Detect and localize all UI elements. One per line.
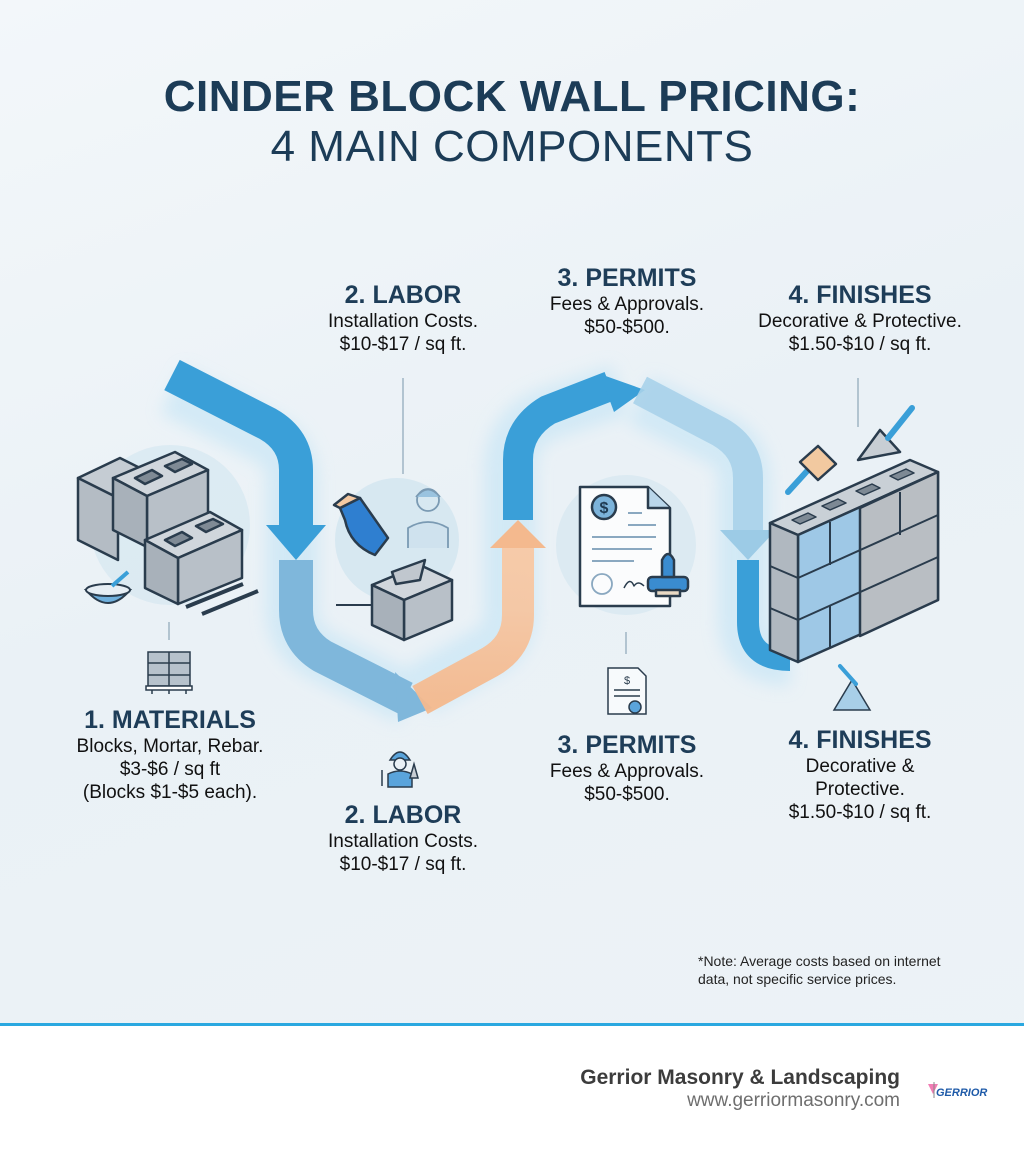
certificate-icon: $	[607, 667, 647, 715]
arrow-labor-to-permits	[412, 372, 645, 715]
paintbrush-icon	[785, 444, 838, 495]
flow-diagram: $	[76, 359, 940, 788]
company-url[interactable]: www.gerriormasonry.com	[687, 1090, 900, 1111]
trowel-icon	[856, 405, 915, 462]
accent-divider	[0, 1023, 1024, 1026]
materials-price: $3-$6 / sq ft	[119, 759, 221, 780]
finishes-heading-bottom: 4. FINISHES	[788, 726, 932, 754]
label-materials: 1. MATERIALS Blocks, Mortar, Rebar. $3-$…	[50, 705, 290, 804]
pallet-icon	[145, 651, 193, 694]
svg-text:GERRIOR: GERRIOR	[936, 1087, 987, 1099]
permits-desc: Fees & Approvals.	[549, 294, 705, 315]
permits-heading-bottom: 3. PERMITS	[557, 731, 697, 759]
mortar-bowl-icon	[83, 570, 133, 604]
note-line-2: data, not specific service prices.	[698, 971, 897, 987]
permits-desc-bottom: Fees & Approvals.	[549, 761, 705, 782]
disclaimer-note: *Note: Average costs based on internet d…	[698, 952, 988, 988]
note-line-1: *Note: Average costs based on internet	[698, 953, 941, 969]
permits-heading: 3. PERMITS	[557, 264, 697, 292]
labor-heading: 2. LABOR	[344, 281, 462, 309]
label-finishes-top: 4. FINISHES Decorative & Protective. $1.…	[735, 280, 985, 356]
cinder-block-stack-icon	[76, 450, 259, 616]
svg-text:$: $	[624, 675, 630, 687]
title-line-1: CINDER BLOCK WALL PRICING:	[163, 72, 861, 121]
labor-price-bottom: $10-$17 / sq ft.	[339, 854, 467, 875]
connector-lines	[168, 378, 859, 654]
label-permits-top: 3. PERMITS Fees & Approvals. $50-$500.	[516, 263, 738, 339]
arrow-permits-to-finishes	[633, 376, 791, 671]
labor-price: $10-$17 / sq ft.	[339, 334, 467, 355]
labor-heading-bottom: 2. LABOR	[344, 801, 462, 829]
footer	[0, 1026, 1024, 1154]
gerrior-logo-icon: GERRIOR	[928, 1082, 987, 1099]
finishes-desc-bottom-2: Protective.	[815, 779, 905, 800]
svg-text:$: $	[600, 500, 609, 517]
label-permits-bottom: 3. PERMITS Fees & Approvals. $50-$500.	[516, 730, 738, 806]
title-line-2: 4 MAIN COMPONENTS	[270, 122, 754, 171]
label-labor-bottom: 2. LABOR Installation Costs. $10-$17 / s…	[293, 800, 513, 876]
worker-icon	[381, 751, 419, 788]
company-name: Gerrior Masonry & Landscaping	[580, 1066, 900, 1089]
finishes-price: $1.50-$10 / sq ft.	[788, 334, 932, 355]
label-labor-top: 2. LABOR Installation Costs. $10-$17 / s…	[293, 280, 513, 356]
permits-price: $50-$500.	[584, 317, 670, 338]
materials-desc: Blocks, Mortar, Rebar.	[76, 736, 264, 757]
finishes-price-bottom: $1.50-$10 / sq ft.	[788, 802, 932, 823]
finishes-desc-bottom-1: Decorative &	[805, 756, 915, 777]
finishes-heading: 4. FINISHES	[788, 281, 932, 309]
arrow-materials-to-labor	[164, 359, 432, 722]
block-wall-paint-icon	[768, 458, 940, 664]
permits-price-bottom: $50-$500.	[584, 784, 670, 805]
materials-block-price: (Blocks $1-$5 each).	[82, 782, 258, 803]
materials-heading: 1. MATERIALS	[84, 706, 256, 734]
paint-roller-icon	[832, 664, 872, 711]
mason-trowel-icon	[332, 488, 454, 642]
permit-document-stamp-icon: $	[578, 485, 690, 608]
labor-desc: Installation Costs.	[328, 311, 478, 332]
labor-desc-bottom: Installation Costs.	[328, 831, 478, 852]
finishes-desc: Decorative & Protective.	[758, 311, 962, 332]
label-finishes-bottom: 4. FINISHES Decorative & Protective. $1.…	[755, 725, 965, 824]
